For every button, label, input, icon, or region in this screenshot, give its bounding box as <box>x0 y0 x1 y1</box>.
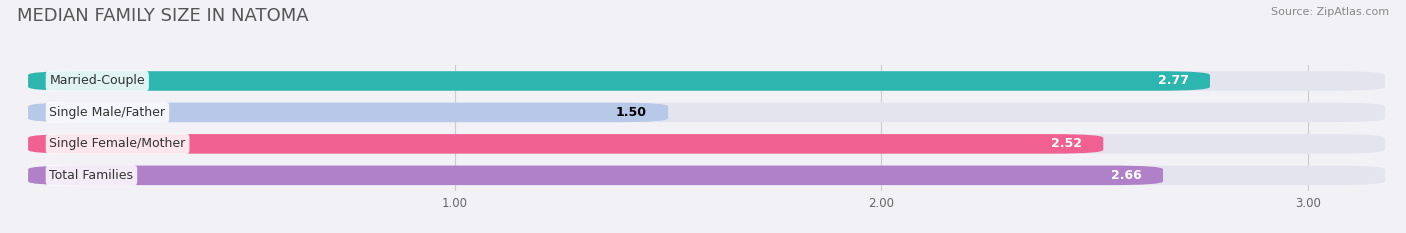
Text: 1.50: 1.50 <box>616 106 647 119</box>
FancyBboxPatch shape <box>28 166 1385 185</box>
FancyBboxPatch shape <box>28 71 1385 91</box>
Text: MEDIAN FAMILY SIZE IN NATOMA: MEDIAN FAMILY SIZE IN NATOMA <box>17 7 308 25</box>
Text: 2.66: 2.66 <box>1111 169 1142 182</box>
FancyBboxPatch shape <box>28 103 668 122</box>
FancyBboxPatch shape <box>28 103 1385 122</box>
FancyBboxPatch shape <box>28 134 1385 154</box>
Text: 2.77: 2.77 <box>1157 75 1188 87</box>
FancyBboxPatch shape <box>28 166 1163 185</box>
Text: Single Male/Father: Single Male/Father <box>49 106 166 119</box>
Text: Single Female/Mother: Single Female/Mother <box>49 137 186 150</box>
Text: Married-Couple: Married-Couple <box>49 75 145 87</box>
Text: Total Families: Total Families <box>49 169 134 182</box>
FancyBboxPatch shape <box>28 134 1104 154</box>
Text: 2.52: 2.52 <box>1050 137 1083 150</box>
FancyBboxPatch shape <box>28 71 1211 91</box>
Text: Source: ZipAtlas.com: Source: ZipAtlas.com <box>1271 7 1389 17</box>
